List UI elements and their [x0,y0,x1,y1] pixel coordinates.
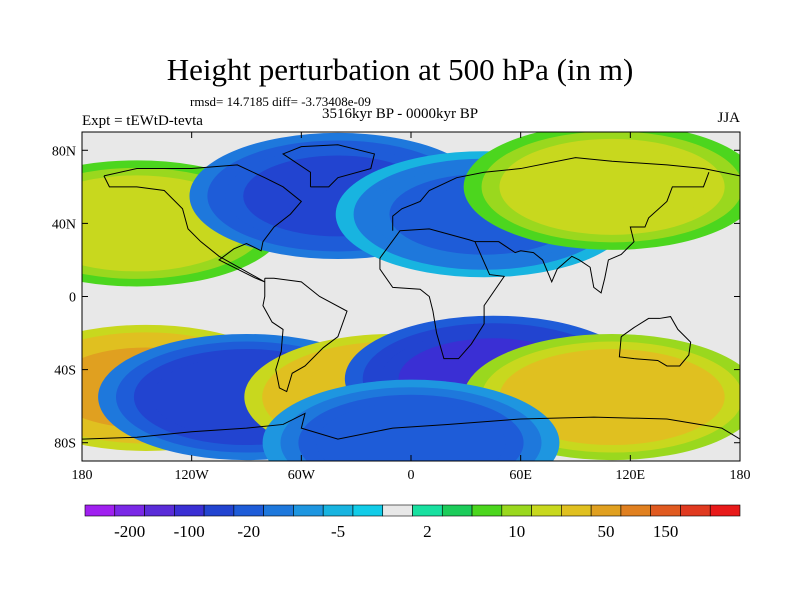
anomaly-region [262,379,560,461]
colorbar-box [233,504,264,517]
contour-band [517,146,707,228]
colorbar-box [680,504,711,517]
x-tick-label: 60W [288,468,316,483]
colorbar-box [114,504,145,517]
x-tick-label: 180 [730,468,751,483]
colorbar-box [382,504,413,517]
colorbar-label: 50 [598,522,615,541]
x-tick-label: 0 [408,468,415,483]
south-america-coast [262,277,348,393]
colorbar-box [650,504,681,517]
colorbar-label: -5 [331,522,345,541]
y-tick-label: 80N [52,144,76,159]
x-tick-label: 60E [509,468,532,483]
x-tick-label: 120E [616,468,646,483]
colorbar-box [620,504,651,517]
colorbar-box [501,504,532,517]
asia-south-coast [474,172,710,294]
eurasia-north-coast [392,157,740,231]
contour-band [316,402,506,461]
contour-field [82,132,740,461]
y-tick-label: 40S [54,364,76,379]
experiment-label: Expt = tEWtD-tevta [82,113,203,129]
chart-title: Height perturbation at 500 hPa (in m) [166,52,634,87]
x-tick-label: 120W [175,468,210,483]
colorbar: -200 -100 -20 -5 2 10 50 150 [84,504,741,541]
y-tick-label: 0 [69,291,76,306]
colorbar-box [293,504,324,517]
colorbar-label: -20 [237,522,260,541]
antarctica-coast [82,412,740,440]
australia-coast [618,316,692,367]
stats-line: rmsd= 14.7185 diff= -3.73408e-09 [190,94,371,109]
colorbar-box [174,504,205,517]
colorbar-box [263,504,294,517]
colorbar-label: -100 [174,522,205,541]
colorbar-label: 2 [423,522,432,541]
season-label: JJA [717,110,740,126]
colorbar-box [441,504,473,517]
colorbar-box [144,504,175,517]
colorbar-label: -200 [114,522,145,541]
colorbar-box [84,504,116,517]
colorbar-box [471,504,503,517]
colorbar-box [203,504,235,517]
anomaly-region [463,132,740,250]
coastlines [82,144,740,440]
greenland-coast [281,144,376,188]
colorbar-box [709,504,741,517]
colorbar-box [531,504,562,517]
y-tick-label: 40N [52,217,76,232]
colorbar-box [590,504,622,517]
colorbar-box [561,504,592,517]
north-america-coast [103,164,303,283]
colorbar-box [412,504,443,517]
colorbar-box [352,504,384,517]
colorbar-box [322,504,354,517]
x-tick-label: 180 [72,468,93,483]
colorbar-label: 150 [653,522,679,541]
contour-band [517,356,707,438]
period-label: 3516kyr BP - 0000kyr BP [322,106,479,122]
africa-coast [379,228,506,360]
colorbar-label: 10 [508,522,525,541]
y-tick-label: 80S [54,437,76,452]
